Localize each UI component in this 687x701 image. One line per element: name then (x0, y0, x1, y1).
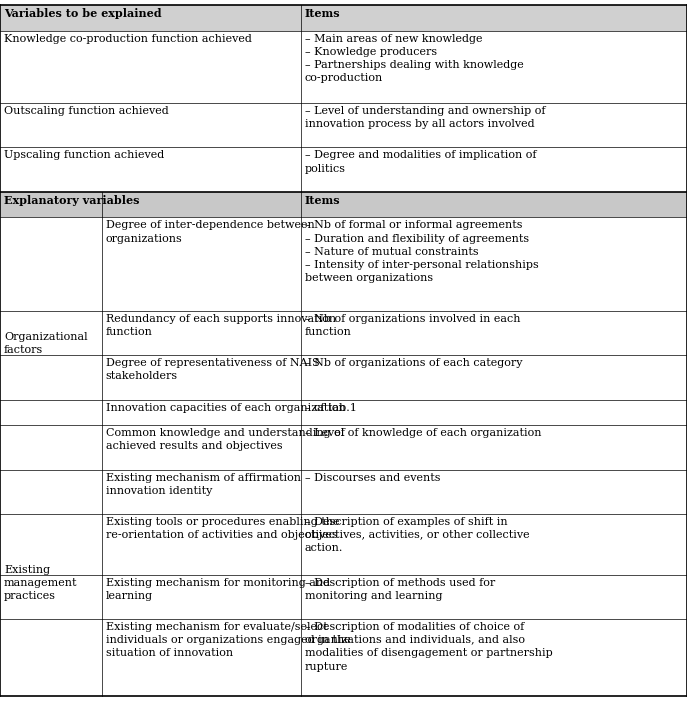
Bar (0, 311, 687, 355)
Bar (0, 5, 687, 31)
Bar (0, 470, 687, 514)
Text: Common knowledge and understanding of
achieved results and objectives: Common knowledge and understanding of ac… (106, 428, 345, 451)
Text: – Level of knowledge of each organization: – Level of knowledge of each organizatio… (305, 428, 541, 438)
Text: Knowledge co-production function achieved: Knowledge co-production function achieve… (4, 34, 252, 43)
Text: Variables to be explained: Variables to be explained (4, 8, 161, 19)
Bar (0, 355, 687, 400)
Text: Outscaling function achieved: Outscaling function achieved (4, 106, 169, 116)
Text: Degree of inter-dependence between
organizations: Degree of inter-dependence between organ… (106, 220, 315, 244)
Text: Organizational
factors: Organizational factors (4, 332, 88, 355)
Bar (0, 400, 687, 426)
Bar (0, 31, 687, 103)
Bar (0, 103, 687, 147)
Text: – Degree and modalities of implication of
politics: – Degree and modalities of implication o… (305, 151, 537, 174)
Text: – Nb of formal or informal agreements
– Duration and flexibility of agreements
–: – Nb of formal or informal agreements – … (305, 220, 539, 283)
Text: – Description of methods used for
monitoring and learning: – Description of methods used for monito… (305, 578, 495, 601)
Text: – cf tab.1: – cf tab.1 (305, 402, 357, 412)
Text: Items: Items (305, 8, 341, 19)
Text: Existing tools or procedures enabling the
re-orientation of activities and objec: Existing tools or procedures enabling th… (106, 517, 339, 540)
Bar (0, 192, 687, 217)
Bar (0, 514, 687, 575)
Text: Explanatory variables: Explanatory variables (4, 195, 139, 206)
Text: – Nb of organizations of each category: – Nb of organizations of each category (305, 358, 522, 368)
Text: Redundancy of each supports innovation
function: Redundancy of each supports innovation f… (106, 314, 336, 337)
Text: Existing
management
practices: Existing management practices (4, 564, 78, 601)
Text: – Description of modalities of choice of
organizations and individuals, and also: – Description of modalities of choice of… (305, 622, 552, 672)
Text: – Discourses and events: – Discourses and events (305, 472, 440, 482)
Text: Items: Items (305, 195, 341, 206)
Text: – Nb of organizations involved in each
function: – Nb of organizations involved in each f… (305, 314, 521, 337)
Text: Existing mechanism of affirmation
innovation identity: Existing mechanism of affirmation innova… (106, 472, 301, 496)
Text: – Description of examples of shift in
objectives, activities, or other collectiv: – Description of examples of shift in ob… (305, 517, 530, 553)
Text: Existing mechanism for evaluate/select
individuals or organizations engaged in t: Existing mechanism for evaluate/select i… (106, 622, 350, 658)
Text: Innovation capacities of each organization: Innovation capacities of each organizati… (106, 402, 346, 412)
Bar (0, 217, 687, 311)
Bar (0, 619, 687, 696)
Text: – Main areas of new knowledge
– Knowledge producers
– Partnerships dealing with : – Main areas of new knowledge – Knowledg… (305, 34, 523, 83)
Text: Degree of representativeness of NAIS
stakeholders: Degree of representativeness of NAIS sta… (106, 358, 319, 381)
Bar (0, 575, 687, 619)
Bar (0, 426, 687, 470)
Text: Upscaling function achieved: Upscaling function achieved (4, 151, 164, 161)
Text: – Level of understanding and ownership of
innovation process by all actors invol: – Level of understanding and ownership o… (305, 106, 545, 129)
Text: Existing mechanism for monitoring and
learning: Existing mechanism for monitoring and le… (106, 578, 330, 601)
Bar (0, 147, 687, 192)
